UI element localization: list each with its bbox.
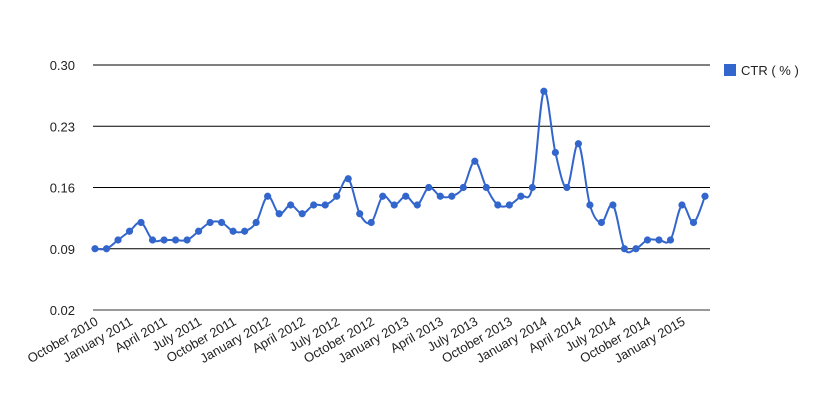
data-point <box>379 192 387 200</box>
data-point <box>563 183 571 192</box>
data-point <box>356 210 364 218</box>
data-point <box>494 201 502 209</box>
data-point <box>517 192 525 200</box>
data-point <box>402 192 410 200</box>
data-point <box>183 236 191 244</box>
series-line <box>94 90 706 254</box>
data-point <box>310 201 318 209</box>
data-point <box>689 218 698 227</box>
data-point <box>390 201 398 209</box>
data-point <box>540 87 548 95</box>
legend-swatch <box>724 64 736 76</box>
data-point <box>321 201 329 209</box>
data-point <box>436 192 444 200</box>
data-point <box>666 236 675 244</box>
data-point <box>229 227 237 235</box>
data-point <box>505 201 513 209</box>
data-point <box>287 201 295 209</box>
data-point <box>574 140 582 148</box>
data-point <box>620 245 629 253</box>
data-point <box>171 236 180 244</box>
legend: CTR ( % ) <box>724 63 799 78</box>
data-point <box>252 218 260 227</box>
data-point <box>632 245 640 253</box>
data-point <box>482 183 490 192</box>
data-point <box>528 183 536 192</box>
series-ctr <box>91 87 709 254</box>
data-point <box>701 192 709 200</box>
y-tick-label: 0.23 <box>50 119 75 134</box>
data-point <box>643 236 652 244</box>
data-point <box>91 245 99 253</box>
y-tick-label: 0.30 <box>50 58 75 73</box>
data-point <box>344 175 352 183</box>
data-point <box>264 192 272 200</box>
y-axis-tick-labels: 0.30 0.23 0.16 0.09 0.02 <box>50 58 75 318</box>
legend-label: CTR ( % ) <box>741 63 799 78</box>
data-point <box>275 210 283 218</box>
data-point <box>367 218 375 227</box>
data-point <box>678 201 686 209</box>
data-point <box>333 192 341 200</box>
data-point <box>551 148 559 157</box>
data-point <box>609 201 617 209</box>
y-tick-label: 0.09 <box>50 242 75 257</box>
gridlines <box>93 64 710 311</box>
data-point <box>425 183 433 192</box>
data-point <box>413 201 421 209</box>
data-point <box>241 227 249 235</box>
data-point <box>194 227 203 235</box>
data-point <box>298 210 306 218</box>
data-point <box>218 218 226 227</box>
data-point <box>471 157 479 165</box>
data-point <box>206 218 214 227</box>
data-point <box>160 236 168 244</box>
data-point <box>137 218 145 227</box>
data-point <box>586 201 594 209</box>
data-point <box>148 236 157 244</box>
data-point <box>102 245 111 253</box>
data-point <box>448 192 456 200</box>
data-point <box>597 218 606 227</box>
data-point <box>114 236 122 244</box>
y-tick-label: 0.16 <box>50 181 75 196</box>
y-tick-label: 0.02 <box>50 303 75 318</box>
data-point <box>655 236 663 244</box>
data-point <box>125 227 134 235</box>
data-point <box>459 183 467 192</box>
